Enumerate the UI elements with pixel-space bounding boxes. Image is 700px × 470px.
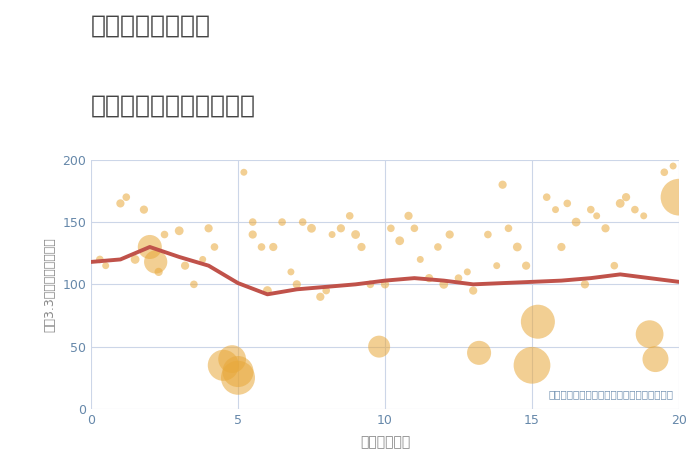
Point <box>335 225 346 232</box>
Point <box>291 281 302 288</box>
Point <box>491 262 503 269</box>
Point <box>526 361 538 369</box>
Point <box>267 243 279 251</box>
Point <box>218 361 229 369</box>
Point <box>188 281 199 288</box>
Point <box>570 218 582 226</box>
Point <box>600 225 611 232</box>
Point <box>512 243 523 251</box>
Point <box>414 256 426 263</box>
Point <box>247 218 258 226</box>
Y-axis label: 坪（3.3㎡）単価（万円）: 坪（3.3㎡）単価（万円） <box>43 237 57 332</box>
Point <box>385 225 396 232</box>
Point <box>326 231 337 238</box>
Text: 円の大きさは、取引のあった物件面積を示す: 円の大きさは、取引のあった物件面積を示す <box>548 389 673 399</box>
Point <box>356 243 367 251</box>
Point <box>462 268 473 275</box>
Point <box>438 281 449 288</box>
Point <box>365 281 376 288</box>
Point <box>541 193 552 201</box>
Point <box>297 218 308 226</box>
Point <box>232 368 244 375</box>
Point <box>115 200 126 207</box>
Point <box>609 262 620 269</box>
Point <box>620 193 631 201</box>
Point <box>453 274 464 282</box>
Point <box>256 243 267 251</box>
Point <box>503 225 514 232</box>
X-axis label: 駅距離（分）: 駅距離（分） <box>360 435 410 449</box>
Point <box>209 243 220 251</box>
Point <box>650 355 661 363</box>
Point <box>532 318 543 325</box>
Point <box>247 231 258 238</box>
Point <box>150 258 161 266</box>
Point <box>238 168 249 176</box>
Point <box>179 262 190 269</box>
Point <box>227 355 238 363</box>
Point <box>350 231 361 238</box>
Point <box>139 206 150 213</box>
Point <box>659 168 670 176</box>
Point <box>561 200 573 207</box>
Point <box>153 268 164 275</box>
Text: 奈良県学園前駅の: 奈良県学園前駅の <box>91 14 211 38</box>
Point <box>424 274 435 282</box>
Point <box>521 262 532 269</box>
Point <box>668 162 679 170</box>
Point <box>203 225 214 232</box>
Point <box>644 330 655 338</box>
Text: 駅距離別中古戸建て価格: 駅距離別中古戸建て価格 <box>91 94 256 118</box>
Point <box>444 231 455 238</box>
Point <box>497 181 508 188</box>
Point <box>403 212 414 219</box>
Point <box>638 212 650 219</box>
Point <box>94 256 106 263</box>
Point <box>468 287 479 294</box>
Point <box>232 374 244 382</box>
Point <box>144 243 155 251</box>
Point <box>550 206 561 213</box>
Point <box>379 281 391 288</box>
Point <box>120 193 132 201</box>
Point <box>315 293 326 301</box>
Point <box>556 243 567 251</box>
Point <box>174 227 185 235</box>
Point <box>262 287 273 294</box>
Point <box>130 256 141 263</box>
Point <box>473 349 484 357</box>
Point <box>100 262 111 269</box>
Point <box>409 225 420 232</box>
Point <box>580 281 591 288</box>
Point <box>159 231 170 238</box>
Point <box>344 212 356 219</box>
Point <box>286 268 297 275</box>
Point <box>433 243 444 251</box>
Point <box>197 256 209 263</box>
Point <box>306 225 317 232</box>
Point <box>394 237 405 244</box>
Point <box>276 218 288 226</box>
Point <box>673 193 685 201</box>
Point <box>482 231 493 238</box>
Point <box>629 206 641 213</box>
Point <box>374 343 385 351</box>
Point <box>615 200 626 207</box>
Point <box>321 287 332 294</box>
Point <box>585 206 596 213</box>
Point <box>591 212 602 219</box>
